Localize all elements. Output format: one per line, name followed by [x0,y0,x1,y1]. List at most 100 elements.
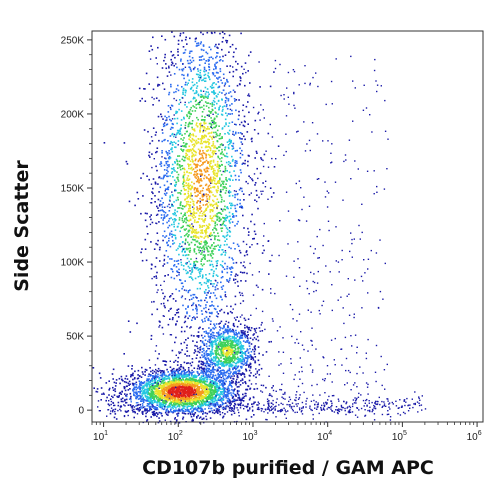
event-dot [195,90,198,92]
event-dot [189,132,191,135]
event-dot [175,249,178,251]
event-dot [217,86,219,89]
event-dot [223,268,226,270]
event-dot [228,161,230,163]
event-dot [205,95,207,98]
event-dot [251,403,253,405]
event-dot [189,408,192,410]
event-dot [238,189,241,191]
event-dot [220,286,223,288]
event-dot [221,148,223,151]
event-dot [178,129,180,132]
event-dot [171,398,174,401]
event-dot [164,194,167,196]
event-dot [193,92,196,95]
event-dot [195,234,197,237]
event-dot [149,142,151,145]
event-dot [181,69,184,72]
event-dot [219,76,221,78]
event-dot [207,194,209,196]
event-dot [184,390,187,392]
event-dot [132,372,134,375]
event-dot [206,140,209,143]
event-dot [180,236,182,238]
event-dot [204,292,206,294]
event-dot [96,388,99,390]
event-dot [182,93,184,95]
event-dot [177,308,180,310]
event-dot [236,223,238,225]
event-dot [216,403,219,406]
event-dot [177,43,180,45]
event-dot [160,390,162,392]
event-dot [216,275,219,277]
event-dot [188,158,190,161]
event-dot [232,142,235,145]
event-dot [191,158,193,161]
event-dot [206,167,208,169]
event-dot [147,392,150,395]
event-dot [138,388,141,390]
event-dot [207,178,210,180]
event-dot [203,395,205,398]
event-dot [193,211,195,213]
event-dot [139,383,141,385]
event-dot [201,389,204,392]
event-dot [189,209,192,212]
event-dot [195,99,197,101]
event-dot [205,282,208,285]
event-dot [211,151,214,154]
event-dot [201,164,203,166]
event-dot [225,155,227,158]
event-dot [206,384,209,387]
event-dot [184,373,186,375]
event-dot [197,94,200,97]
event-dot [196,381,199,384]
event-dot [224,155,226,157]
event-dot [203,121,205,124]
event-dot [241,379,244,381]
event-dot [213,207,215,209]
event-dot [239,271,242,273]
event-dot [187,82,189,84]
event-dot [162,302,165,305]
event-dot [196,417,198,419]
event-dot [203,194,206,197]
event-dot [178,108,180,111]
event-dot [197,68,199,70]
event-dot [208,190,211,193]
event-dot [235,178,237,181]
event-dot [192,410,195,412]
event-dot [212,135,214,138]
event-dot [211,145,214,147]
event-dot [174,381,176,383]
event-dot [247,160,249,163]
event-dot [137,198,140,200]
event-dot [222,73,225,76]
event-dot [226,152,228,155]
event-dot [229,104,231,107]
event-dot [109,398,112,400]
event-dot [190,377,192,380]
event-dot [209,165,211,167]
event-dot [208,46,211,48]
event-dot [138,407,141,409]
event-dot [177,378,180,381]
event-dot [186,355,188,357]
event-dot [198,80,200,82]
event-dot [128,200,131,203]
event-dot [196,125,199,128]
event-dot [218,180,220,182]
event-dot [213,152,216,154]
event-dot [203,177,205,180]
event-dot [190,50,193,53]
event-dot [159,260,161,262]
event-dot [220,397,223,399]
event-dot [187,367,190,369]
event-dot [160,381,163,383]
event-dot [206,374,208,377]
event-dot [156,243,159,246]
event-dot [140,376,143,378]
event-dot [180,379,183,382]
event-dot [193,251,196,253]
